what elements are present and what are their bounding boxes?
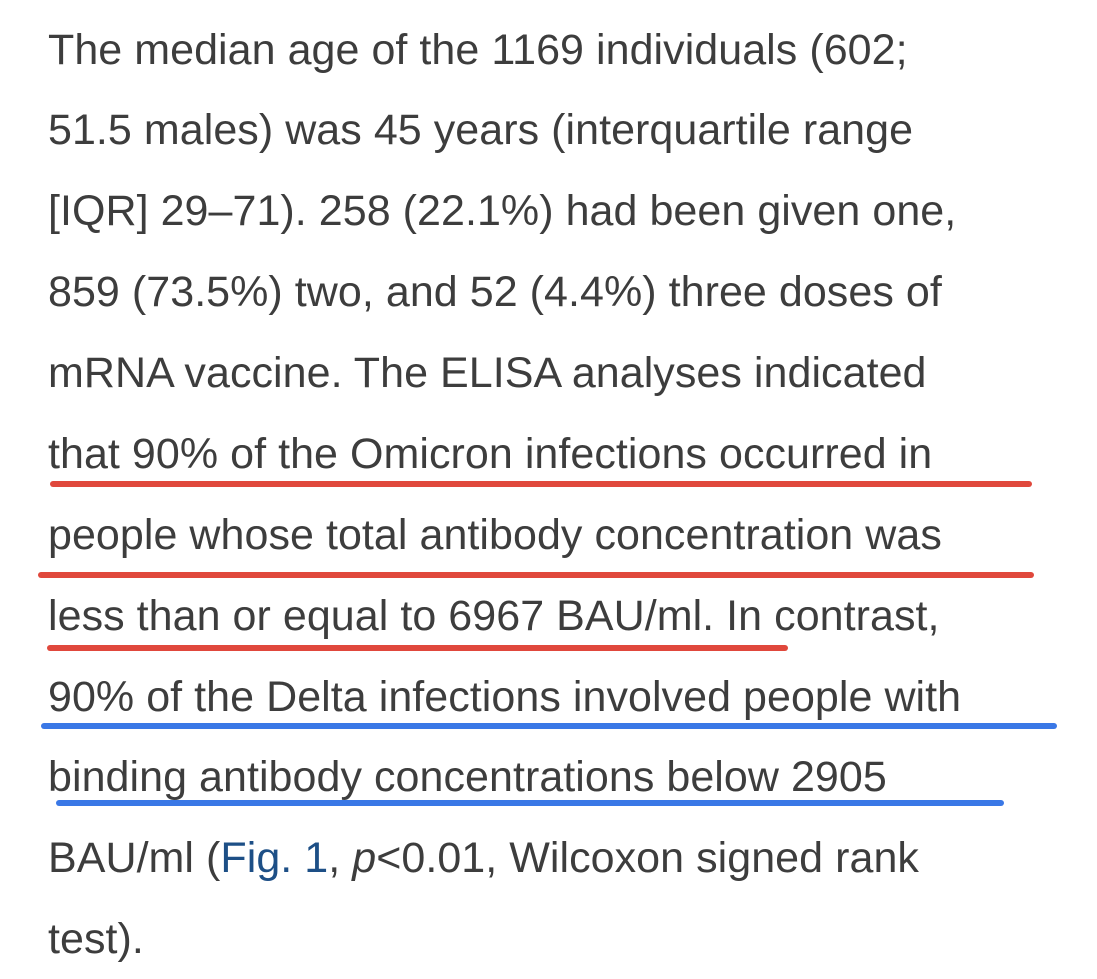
text-line-9: 90% of the Delta infections involved peo… xyxy=(48,673,962,721)
text-line-8: less than or equal to 6967 BAU/ml. In co… xyxy=(48,592,940,640)
figure-1-link[interactable]: Fig. 1 xyxy=(220,834,329,882)
text-line-7: people whose total antibody concentratio… xyxy=(48,511,942,559)
text-line-1: The median age of the 1169 individuals (… xyxy=(48,26,908,74)
text-line-10: binding antibody concentrations below 29… xyxy=(48,753,887,801)
text-line-12: test). xyxy=(48,915,144,963)
text-line-6: that 90% of the Omicron infections occur… xyxy=(48,430,933,478)
omicron-highlight-underline xyxy=(47,645,788,651)
p-value-symbol: p xyxy=(352,834,377,882)
text-line-5: mRNA vaccine. The ELISA analyses indicat… xyxy=(48,349,927,397)
text-segment: <0.01, Wilcoxon signed rank xyxy=(376,834,919,882)
omicron-highlight-underline xyxy=(50,481,1032,487)
text-segment: BAU/ml ( xyxy=(48,834,221,882)
text-line-4: 859 (73.5%) two, and 52 (4.4%) three dos… xyxy=(48,268,942,316)
text-segment: , xyxy=(328,834,353,882)
text-line-3: [IQR] 29–71). 258 (22.1%) had been given… xyxy=(48,187,957,235)
omicron-highlight-underline xyxy=(38,572,1034,578)
delta-highlight-underline xyxy=(56,800,1004,806)
text-line-11: BAU/ml (Fig. 1, p<0.01, Wilcoxon signed … xyxy=(48,818,919,898)
text-line-2: 51.5 males) was 45 years (interquartile … xyxy=(48,106,914,154)
delta-highlight-underline xyxy=(41,723,1057,729)
